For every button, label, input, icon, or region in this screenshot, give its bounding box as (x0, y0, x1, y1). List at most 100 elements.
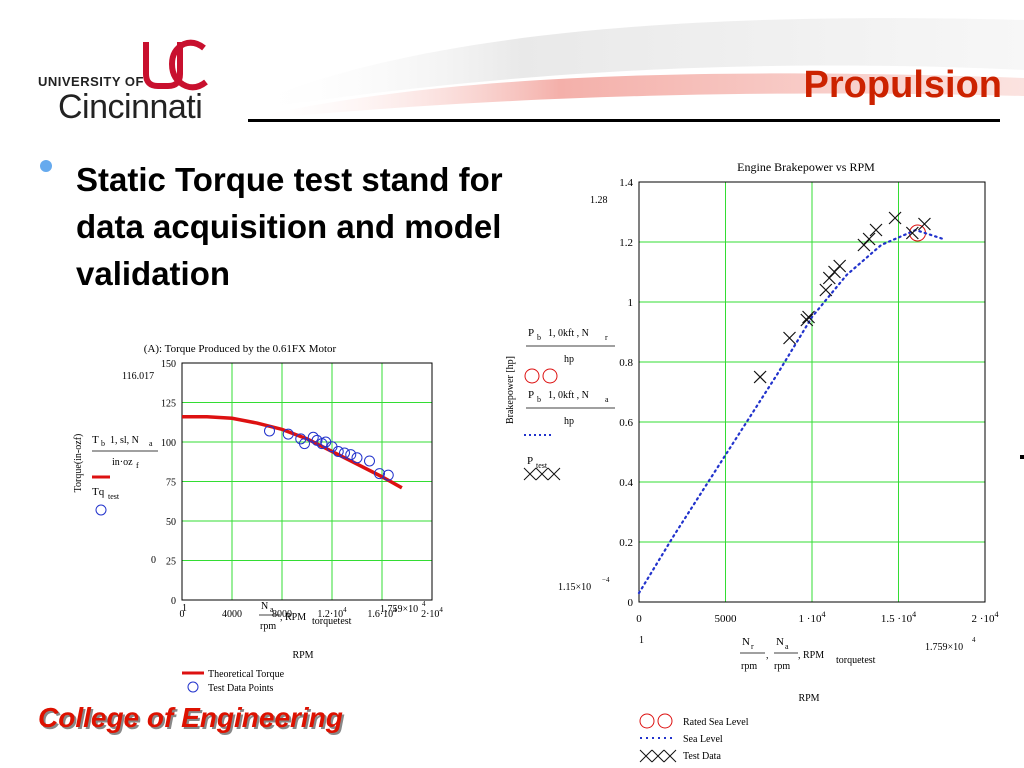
y-axis-label: Torque(in-ozf) (73, 434, 84, 493)
y-tick-label: 0 (628, 597, 634, 609)
x-expr-suffix: , RPM (798, 650, 824, 661)
series-group (637, 211, 945, 595)
x-expr-suffix: , RPM (280, 612, 306, 623)
trace-main: T (92, 434, 99, 446)
x-tick-exponent: 4 (343, 606, 347, 614)
legend-swatch-rated (657, 713, 673, 729)
header-rule (248, 119, 1000, 122)
data-point-circle (264, 425, 275, 437)
data-point-circle (345, 449, 357, 461)
uc-logo-mark (143, 39, 208, 91)
y-tick-label: 0.8 (619, 357, 633, 369)
trace-label-rated: P b 1, 0kft , N r hp (524, 327, 615, 384)
y-tick-label: 0.2 (619, 537, 633, 549)
x-tick-label: 4000 (222, 609, 242, 620)
brakepower-chart: Engine Brakepower vs RPM 1.4 1.2 1 0.8 0.6 0.… (505, 160, 998, 763)
series-group (182, 414, 403, 490)
x-tick-exponent: 4 (393, 606, 397, 614)
legend: Rated Sea Level Sea Level Test Data (639, 713, 749, 763)
x-tick-label: 1.6·104 (367, 606, 397, 620)
y-ticks: 150 125 100 75 50 25 0 (161, 359, 176, 607)
x-tick-label: 1 ·104 (799, 610, 826, 625)
y-tick-label: 100 (161, 438, 176, 449)
y-bottom-marker: 0 (151, 555, 156, 566)
trace-den: hp (564, 416, 574, 427)
data-point-cross (833, 259, 847, 273)
x-ticks: 0 5000 1 ·104 1.5 ·104 2 ·104 (636, 610, 998, 625)
data-point-circle (282, 428, 294, 440)
x-axis-label: RPM (292, 650, 313, 661)
y-tick-label: 0 (171, 596, 176, 607)
trace-args: 1, 0kft , N (548, 390, 589, 401)
series-line-theoretical (182, 414, 403, 490)
x-expr-num2: N (776, 636, 784, 648)
y-tick-label: 50 (166, 517, 176, 528)
logo-small-text: UNIVERSITY OF (38, 74, 144, 89)
trace-sub: test (536, 461, 548, 470)
legend-swatch-rated (639, 713, 655, 729)
x-expression: N r rpm , N a rpm , RPM torquetest (740, 636, 876, 672)
y-tick-label: 0.6 (619, 417, 633, 429)
trace-sub: b (101, 439, 105, 448)
legend: Theoretical Torque Test Data Points (182, 669, 285, 694)
grid (182, 363, 432, 600)
data-point-cross (862, 232, 876, 246)
x-tick-exponent: 4 (912, 610, 916, 619)
trace-den: hp (564, 354, 574, 365)
y-tick-label: 150 (161, 359, 176, 370)
x-right-marker-sup: 4 (422, 600, 426, 608)
x-expr-num1: N (742, 636, 750, 648)
y-axis-label: Brakepower [hp] (505, 356, 516, 424)
x-tick-label: 0 (636, 613, 642, 625)
plot-frame (638, 181, 986, 603)
data-point-circle (364, 455, 375, 467)
trace-label-test: P test (523, 455, 561, 481)
data-point-circle (307, 431, 319, 443)
data-point-circle (382, 469, 394, 481)
trace-swatch (542, 368, 558, 384)
chart-title: Engine Brakepower vs RPM (737, 160, 875, 174)
data-point-cross (753, 370, 767, 384)
x-right-marker: 1.759×10 (380, 604, 418, 615)
trace-arg-sub: a (605, 395, 609, 404)
page-title: Propulsion (803, 64, 1002, 106)
footer-text: College of Engineering (38, 702, 343, 733)
trace-label-test: Tq test (92, 486, 120, 516)
x-tick-label: 8000 (272, 609, 292, 620)
trace-main: Tq (92, 486, 105, 498)
x-left-marker: 1 (182, 603, 187, 614)
data-point-circle (339, 447, 350, 459)
trace-swatch (523, 467, 561, 481)
y-top-marker: 1.28 (590, 195, 608, 206)
uc-logo: UNIVERSITY OF Cincinnati (38, 38, 218, 128)
x-axis-label: RPM (798, 693, 819, 704)
data-point-cross (918, 217, 931, 231)
y-top-marker: 116.017 (122, 371, 154, 382)
trace-args: 1, sl, N (110, 435, 139, 446)
trace-arg-sub: r (605, 333, 608, 342)
trace-sub: b (537, 333, 541, 342)
y-bottom-marker: 1.15×10 (558, 582, 591, 593)
header-swoosh-decoration (250, 18, 1024, 120)
logo-big-text: Cincinnati (58, 88, 203, 126)
trace-swatch (95, 504, 107, 516)
legend-label-test: Test Data Points (208, 683, 274, 694)
x-tick-exponent: 4 (439, 606, 443, 614)
y-tick-label: 1 (628, 297, 634, 309)
legend-swatch-test (639, 749, 677, 763)
x-expr-den2: rpm (774, 661, 790, 672)
y-tick-label: 25 (166, 557, 176, 568)
data-point-cross (802, 310, 815, 324)
legend-label-sealevel: Sea Level (683, 734, 723, 745)
data-point-cross (819, 283, 833, 297)
y-tick-label: 1.2 (619, 237, 633, 249)
y-tick-label: 125 (161, 399, 176, 410)
x-tick-label: 0 (180, 609, 185, 620)
x-expr-num1-sub: r (751, 642, 754, 651)
x-expr-num: N (261, 601, 268, 612)
legend-swatch-test (187, 681, 199, 693)
x-tick-exponent: 4 (821, 610, 825, 619)
legend-label-rated: Rated Sea Level (683, 717, 749, 728)
trace-swatch (524, 368, 540, 384)
x-expr-num2-sub: a (785, 642, 789, 651)
